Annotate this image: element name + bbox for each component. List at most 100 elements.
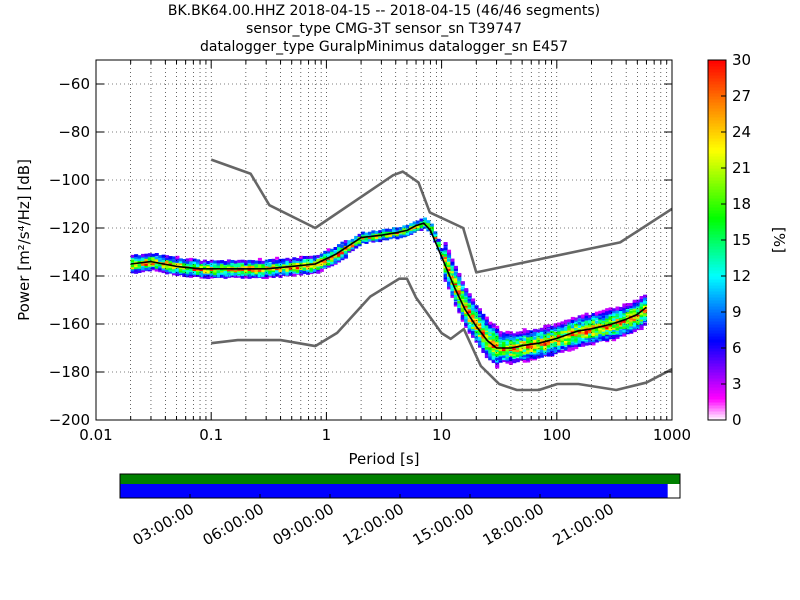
heatmap-cell <box>395 227 400 231</box>
heatmap-cell <box>491 356 496 360</box>
heatmap-cell <box>347 245 352 249</box>
heatmap-cell <box>450 265 455 269</box>
heatmap-cell <box>491 341 496 345</box>
heatmap-cell <box>584 342 589 346</box>
heatmap-cell <box>422 217 427 221</box>
heatmap-cell <box>402 231 407 235</box>
heatmap-cell <box>612 333 617 337</box>
heatmap-cell <box>594 315 599 319</box>
heatmap-cell <box>464 288 469 292</box>
heatmap-cell <box>584 317 589 321</box>
colorbar-segment <box>708 111 726 115</box>
colorbar-segment <box>708 351 726 355</box>
heatmap-cell <box>409 230 414 234</box>
heatmap-cell <box>457 289 462 293</box>
heatmap-cell <box>202 270 207 274</box>
heatmap-cell <box>158 265 163 269</box>
heatmap-cell <box>288 266 293 270</box>
heatmap-cell <box>165 271 170 275</box>
heatmap-cell <box>323 253 328 257</box>
colorbar-segment <box>708 180 726 184</box>
heatmap-cell <box>629 318 634 322</box>
heatmap-cell <box>268 259 273 263</box>
heatmap-cell <box>247 265 252 269</box>
grid <box>96 60 672 420</box>
heatmap-cell <box>443 247 448 251</box>
heatmap-cell <box>532 353 538 357</box>
heatmap-cell <box>281 272 287 276</box>
heatmap-cell <box>306 271 311 275</box>
heatmap-cell <box>374 235 379 239</box>
heatmap-cell <box>333 250 338 254</box>
heatmap-cell <box>471 317 476 321</box>
heatmap-cell <box>577 318 582 322</box>
heatmap-cell <box>587 332 593 336</box>
heatmap-cell <box>144 267 149 271</box>
heatmap-cell <box>281 270 287 274</box>
heatmap-cell <box>594 311 599 315</box>
heatmap-cell <box>137 255 142 259</box>
heatmap-cell <box>412 223 417 227</box>
heatmap-cell <box>340 241 345 245</box>
heatmap-cell <box>309 266 314 270</box>
heatmap-cell <box>605 324 610 328</box>
colorbar-segment <box>708 147 726 151</box>
heatmap-cell <box>216 272 221 276</box>
heatmap-cell <box>608 313 613 317</box>
heatmap-cell <box>306 266 311 270</box>
heatmap-cell <box>312 257 317 261</box>
heatmap-cell <box>464 324 469 328</box>
heatmap-cell <box>636 319 641 323</box>
heatmap-cell <box>292 259 297 263</box>
heatmap-cell <box>151 253 156 257</box>
colorbar-tick-label: 30 <box>732 51 751 69</box>
heatmap-cell <box>471 300 476 304</box>
heatmap-cell <box>453 271 458 275</box>
colorbar-segment <box>708 276 726 280</box>
heatmap-cell <box>526 353 531 357</box>
heatmap-cell <box>481 319 486 323</box>
heatmap-cell <box>505 341 510 344</box>
heatmap-cell <box>261 260 266 264</box>
heatmap-cell <box>388 228 393 232</box>
heatmap-cell <box>532 332 538 336</box>
heatmap-cell <box>639 308 644 312</box>
colorbar-segment <box>708 231 726 235</box>
time-tick-label: 15:00:00 <box>410 500 477 549</box>
heatmap-cell <box>140 257 146 261</box>
heatmap-cell <box>615 329 620 333</box>
heatmap-cell <box>192 268 197 271</box>
heatmap-cell <box>632 315 637 319</box>
heatmap-cell <box>330 260 335 264</box>
heatmap-cell <box>206 270 211 274</box>
heatmap-cell <box>618 317 623 321</box>
heatmap-cell <box>601 319 606 323</box>
colorbar-segment <box>708 297 726 301</box>
colorbar-segment <box>708 363 726 367</box>
heatmap-cell <box>491 358 496 362</box>
heatmap-cell <box>467 297 472 301</box>
heatmap-cell <box>605 318 610 322</box>
heatmap-cell <box>498 340 503 344</box>
heatmap-cell <box>484 346 489 350</box>
heatmap-cell <box>512 354 517 358</box>
heatmap-cell <box>591 322 596 326</box>
heatmap-cell <box>550 329 555 333</box>
heatmap-cell <box>182 270 187 274</box>
colorbar-segment <box>708 114 726 118</box>
heatmap-cell <box>130 268 135 272</box>
heatmap-cell <box>447 277 452 281</box>
heatmap-cell <box>539 338 544 342</box>
heatmap-cell <box>632 305 637 309</box>
heatmap-cell <box>612 338 617 342</box>
heatmap-cell <box>543 324 548 328</box>
colorbar-segment <box>708 315 726 319</box>
heatmap-cell <box>481 321 486 325</box>
heatmap-cell <box>587 319 593 323</box>
heatmap-cell <box>178 262 183 266</box>
heatmap-cell <box>612 330 617 334</box>
colorbar-segment <box>708 153 726 157</box>
heatmap-cell <box>502 332 507 336</box>
heatmap-cell <box>220 265 225 269</box>
heatmap-cell <box>319 264 324 268</box>
